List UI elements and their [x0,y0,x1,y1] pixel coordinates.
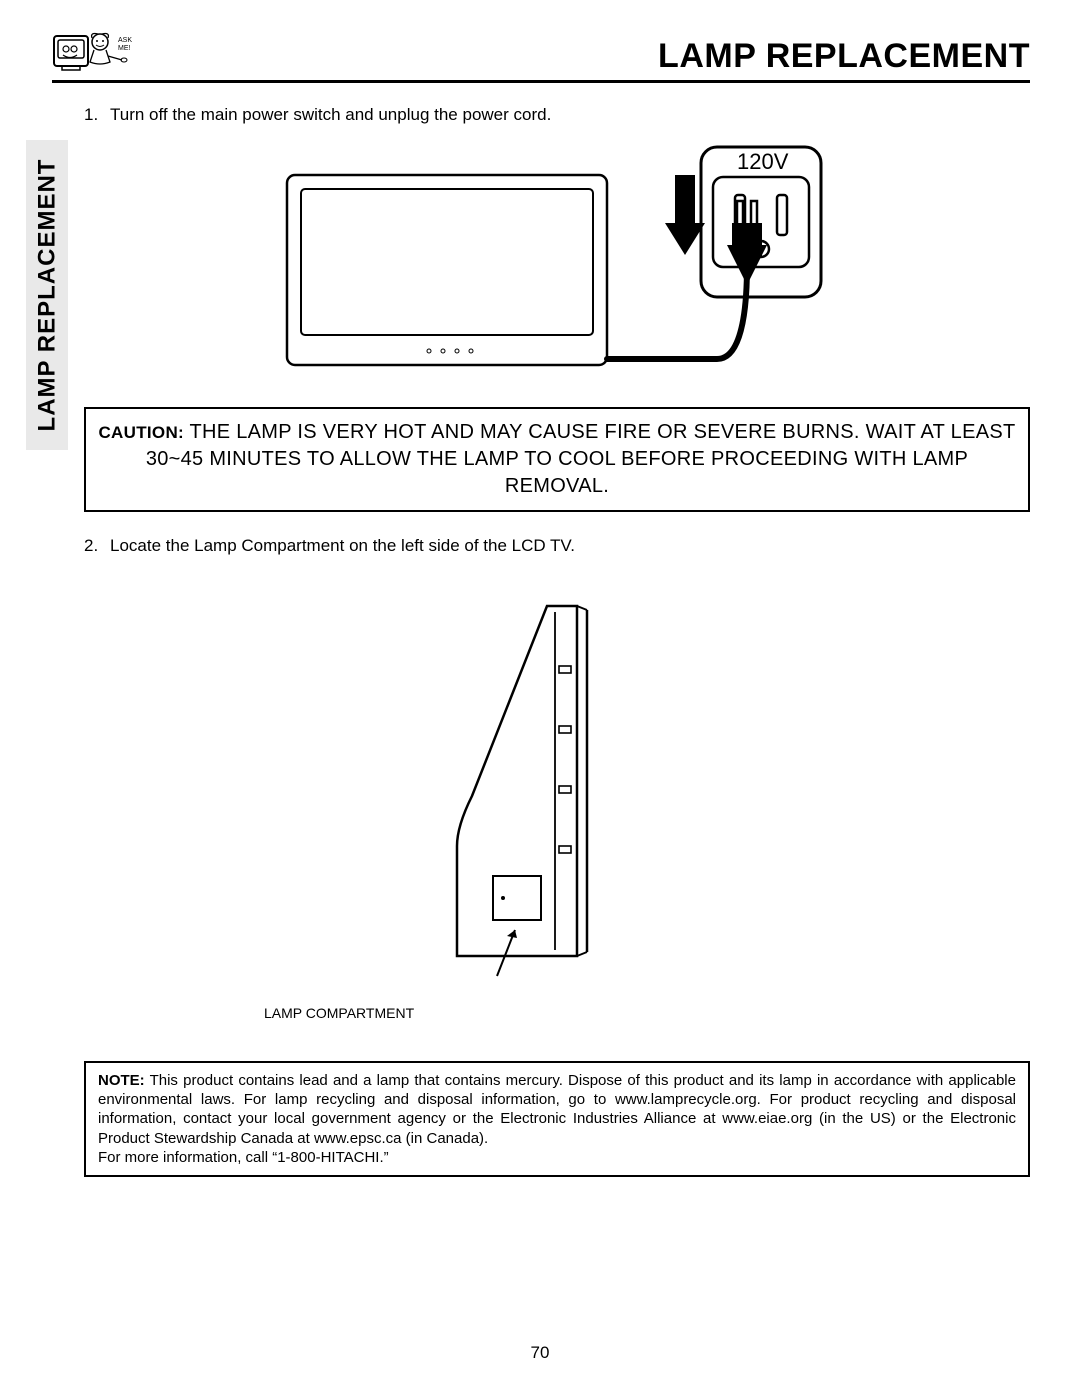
step-1: 1. Turn off the main power switch and un… [84,105,1030,125]
step-2: 2. Locate the Lamp Compartment on the le… [84,536,1030,556]
step-2-text: Locate the Lamp Compartment on the left … [110,536,575,556]
caution-box: CAUTION: THE LAMP IS VERY HOT AND MAY CA… [84,407,1030,512]
caution-label: CAUTION: [98,423,184,442]
logo-me-text: ME! [118,45,131,52]
page-header: ASK ME! LAMP REPLACEMENT [52,30,1030,83]
step-2-number: 2. [84,536,110,556]
note-box: NOTE: This product contains lead and a l… [84,1061,1030,1177]
page-body: ASK ME! LAMP REPLACEMENT 1. Turn off the… [52,30,1030,1177]
lamp-compartment-label: LAMP COMPARTMENT [264,1005,1030,1021]
page-title: LAMP REPLACEMENT [658,37,1030,80]
note-label: NOTE: [98,1072,145,1089]
note-text-2: For more information, call “1-800-HITACH… [98,1149,389,1166]
figure-unplug: 120V [277,145,837,385]
ask-me-logo: ASK ME! [52,30,142,80]
figure-side-view: LAMP COMPARTMENT [84,596,1030,1021]
outlet-voltage-label: 120V [737,149,789,174]
step-1-text: Turn off the main power switch and unplu… [110,105,551,125]
content-area: 1. Turn off the main power switch and un… [84,105,1030,1177]
page-number: 70 [0,1343,1080,1363]
step-1-number: 1. [84,105,110,125]
note-text: This product contains lead and a lamp th… [98,1072,1016,1147]
caution-text: THE LAMP IS VERY HOT AND MAY CAUSE FIRE … [146,421,1016,497]
logo-ask-text: ASK [118,37,132,44]
